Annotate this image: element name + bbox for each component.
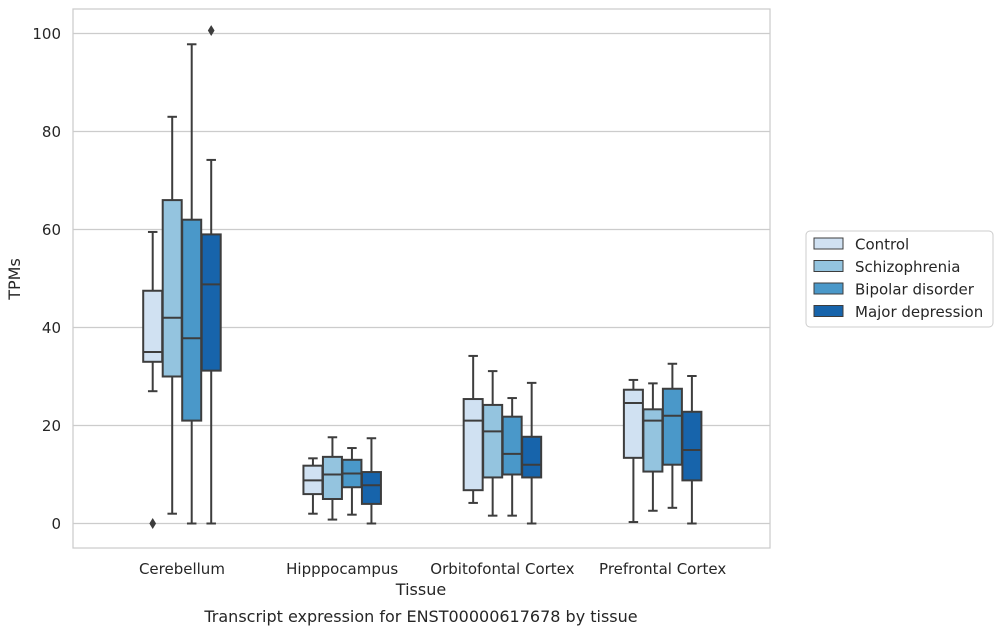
x-tick-label: Orbitofontal Cortex [430, 560, 574, 578]
legend-entry: Major depression [855, 303, 983, 321]
outlier-point [149, 518, 157, 529]
box-major-depression [360, 437, 382, 525]
legend-entry: Bipolar disorder [855, 281, 975, 299]
legend-entry: Schizophrenia [855, 258, 960, 276]
legend-swatch [813, 237, 844, 250]
x-tick-label: Prefrontal Cortex [599, 560, 726, 578]
y-tick-label: 40 [42, 319, 61, 337]
box-control [302, 457, 324, 515]
y-axis-label: TPMs [5, 258, 24, 301]
box-iqr [321, 455, 343, 500]
legend-swatch [813, 305, 844, 317]
box-bipolar-disorder [501, 397, 523, 517]
x-tick-label: Hipppocampus [286, 560, 398, 578]
box-iqr [200, 233, 222, 372]
box-schizophrenia [482, 370, 504, 517]
outlier-point [207, 25, 215, 37]
legend: Control Schizophrenia Bipolar disorder Majo… [805, 230, 994, 328]
box-bipolar-disorder [341, 447, 363, 516]
box-bipolar-disorder [661, 362, 683, 509]
box-iqr [181, 218, 203, 422]
box-major-depression [681, 375, 703, 525]
box-iqr [161, 199, 183, 378]
y-tick-label: 60 [42, 221, 61, 239]
box-iqr [521, 435, 543, 479]
plot-frame [72, 8, 771, 549]
y-tick-label: 20 [42, 417, 61, 435]
x-tick-labels: Cerebellum Hipppocampus Orbitofontal Corte… [139, 560, 726, 578]
box-control [142, 230, 164, 529]
box-control [462, 354, 484, 504]
y-tick-label: 100 [32, 25, 61, 43]
box-major-depression [200, 25, 222, 525]
box-iqr [661, 387, 683, 466]
y-tick-labels: 0 20 40 60 80 100 [32, 25, 61, 533]
box-iqr [642, 408, 664, 473]
box-bipolar-disorder [181, 43, 203, 525]
y-tick-label: 80 [42, 123, 61, 141]
box-iqr [462, 398, 484, 492]
box-major-depression [521, 381, 543, 525]
box-iqr [482, 403, 504, 479]
legend-swatch [813, 282, 844, 295]
box-iqr [681, 410, 703, 482]
x-tick-label: Cerebellum [139, 560, 225, 578]
box-groups [142, 25, 703, 529]
legend-frame [805, 230, 994, 328]
box-iqr [622, 388, 644, 459]
legend-swatch [813, 260, 844, 272]
legend-entry: Control [855, 236, 909, 254]
x-axis-label: Tissue [395, 580, 446, 599]
chart-caption: Transcript expression for ENST0000061767… [203, 607, 637, 626]
box-schizophrenia [642, 382, 664, 512]
box-iqr [501, 415, 523, 476]
y-tick-label: 0 [51, 515, 61, 533]
box-schizophrenia [321, 436, 343, 521]
box-schizophrenia [161, 115, 183, 515]
box-iqr [360, 471, 382, 505]
box-control [622, 378, 644, 524]
